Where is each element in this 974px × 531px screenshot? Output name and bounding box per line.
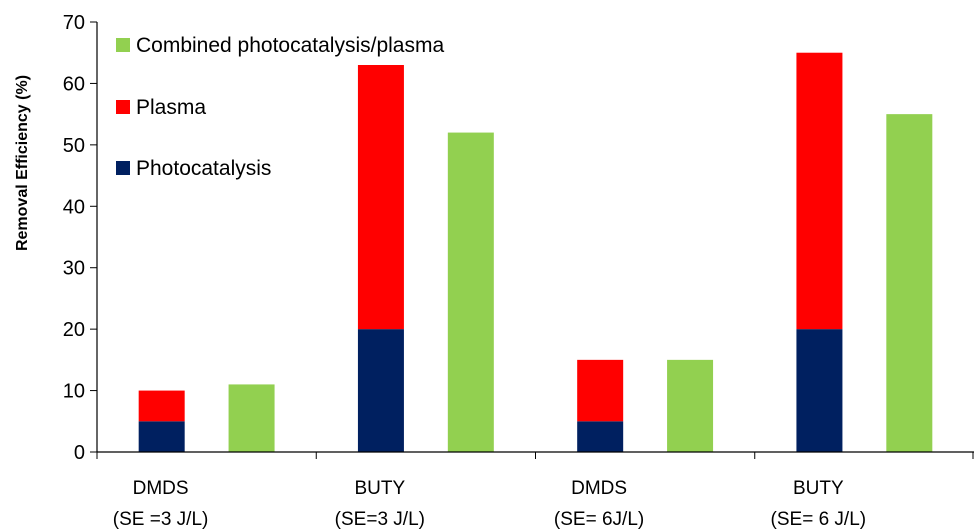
y-ticks-group: 0 10 20 30 40 50 60 70: [63, 12, 97, 464]
y-tick-label: 60: [63, 73, 85, 95]
bar-photocatalysis-2: [357, 329, 404, 452]
bar-plasma-1: [138, 390, 185, 422]
legend-swatch: [116, 100, 130, 114]
y-tick-label: 30: [63, 258, 85, 280]
y-tick-label: 40: [63, 196, 85, 218]
bar-photocatalysis-4: [796, 329, 843, 452]
y-tick-label: 70: [63, 12, 85, 34]
bar-combined-1: [228, 384, 275, 452]
x-category-label: BUTY: [354, 478, 405, 499]
legend-swatch: [116, 161, 130, 175]
axes-group: [96, 22, 974, 459]
y-tick-label: 50: [63, 135, 85, 157]
legend-swatch: [116, 38, 130, 52]
x-category-sublabel: (SE= 6J/L): [554, 509, 644, 530]
bar-combined-4: [886, 114, 933, 453]
y-tick-label: 10: [63, 381, 85, 403]
bars-group: [138, 52, 933, 453]
bar-plasma-2: [357, 65, 404, 330]
y-tick-label: 0: [74, 442, 85, 464]
bar-plasma-3: [577, 359, 624, 422]
x-category-label: DMDS: [133, 478, 189, 499]
y-tick-label: 20: [63, 319, 85, 341]
legend-label: Plasma: [136, 96, 206, 119]
bar-combined-3: [667, 359, 714, 452]
x-labels-group: DMDS (SE =3 J/L) BUTY (SE=3 J/L) DMDS (SE= 6J…: [113, 478, 866, 530]
x-category-label: DMDS: [571, 478, 627, 499]
x-category-sublabel: (SE =3 J/L): [113, 509, 209, 530]
legend: Combined photocatalysis/plasma Plasma Phot…: [116, 34, 444, 180]
legend-label: Combined photocatalysis/plasma: [136, 34, 444, 57]
legend-label: Photocatalysis: [136, 157, 271, 180]
x-category-label: BUTY: [793, 478, 844, 499]
bar-combined-2: [447, 132, 494, 453]
bar-photocatalysis-1: [138, 421, 185, 452]
x-category-sublabel: (SE=3 J/L): [335, 509, 425, 530]
bar-photocatalysis-3: [577, 421, 624, 452]
bar-plasma-4: [796, 52, 843, 330]
x-category-sublabel: (SE= 6 J/L): [771, 509, 867, 530]
y-axis-title: Removal Efficiency (%): [14, 75, 31, 251]
